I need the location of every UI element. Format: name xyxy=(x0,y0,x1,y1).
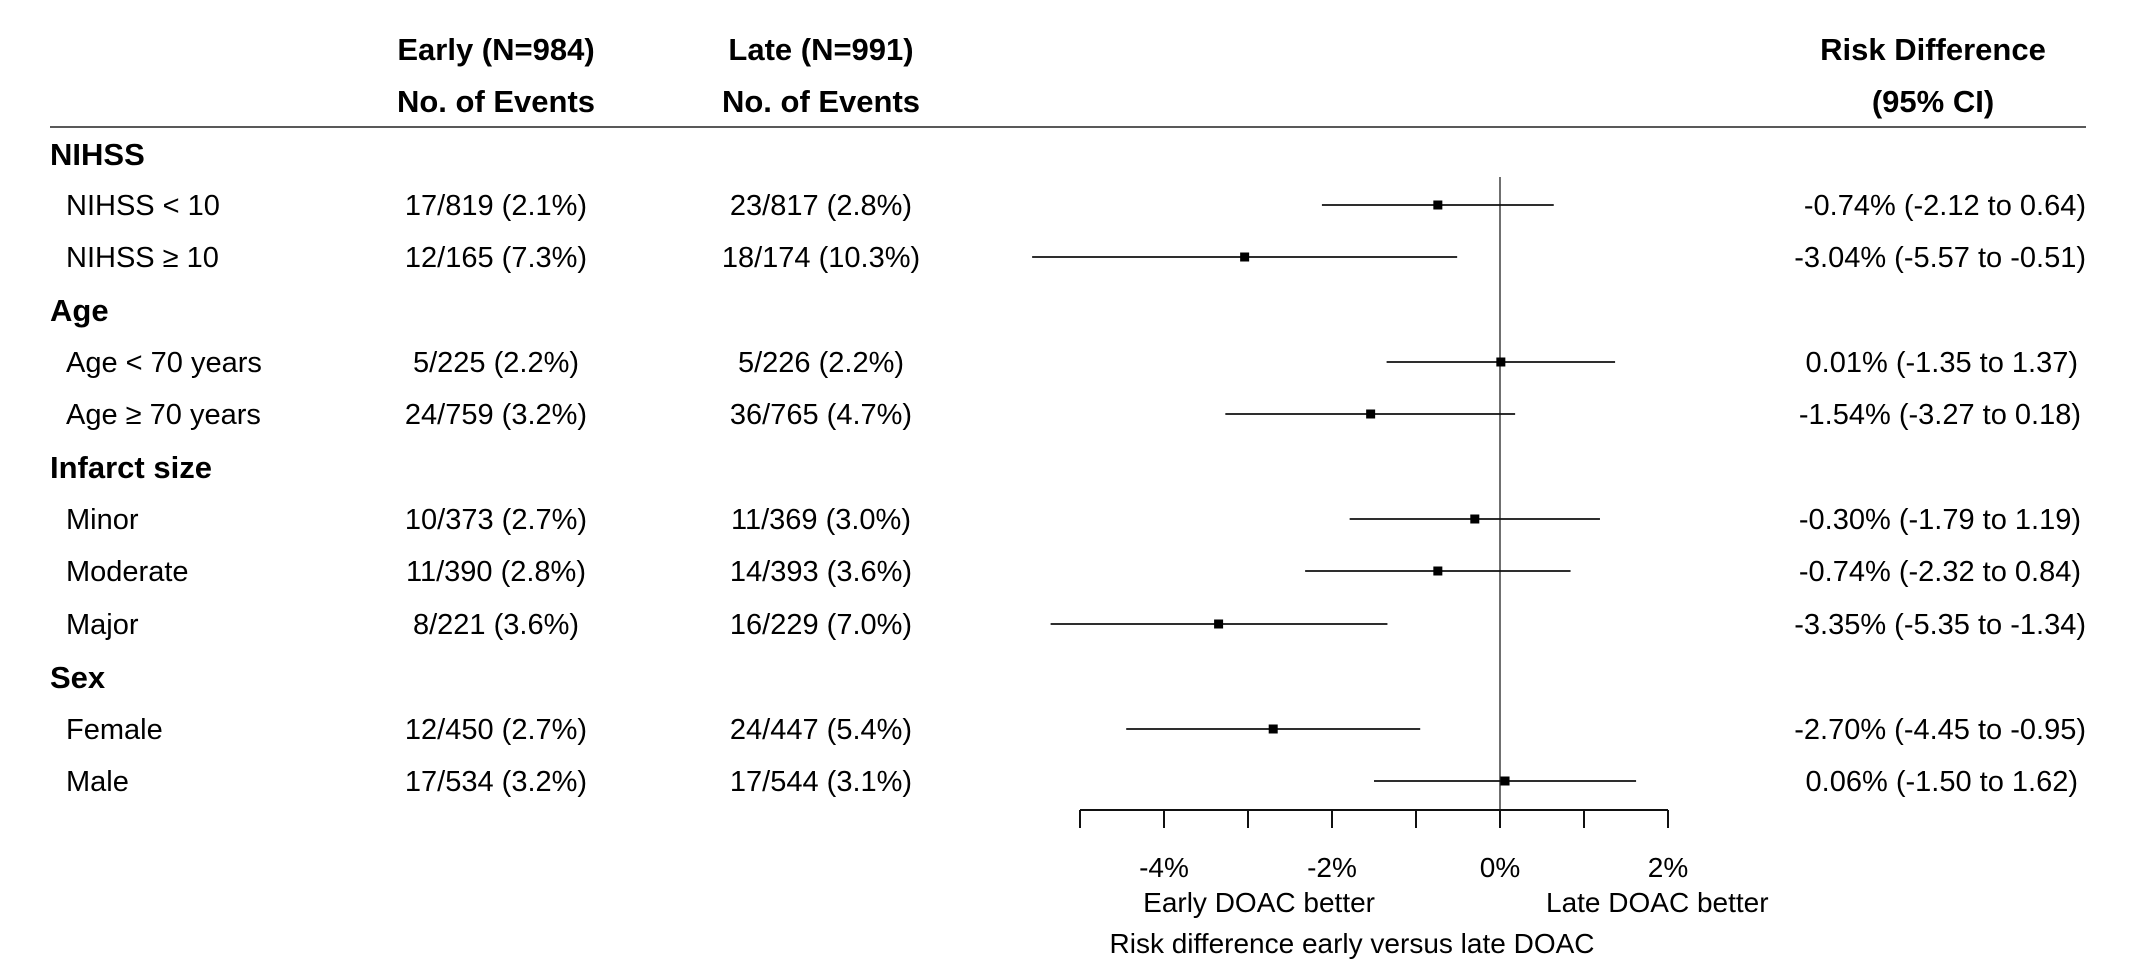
x-tick-label: 0% xyxy=(1480,852,1520,883)
point-estimate xyxy=(1268,724,1278,734)
row-late-events: 11/369 (3.0%) xyxy=(730,504,912,536)
header-ci: (95% CI) xyxy=(1871,84,1995,119)
x-tick-label: -2% xyxy=(1307,852,1357,883)
point-estimate xyxy=(1433,566,1443,576)
group-heading-nihss: NIHSS xyxy=(50,137,145,172)
header-risk-difference: Risk Difference xyxy=(1820,32,2046,67)
row-risk-difference: -0.74% (-2.32 to 0.84) xyxy=(1798,556,2081,588)
row-risk-difference: -3.35% (-5.35 to -1.34) xyxy=(1794,609,2086,641)
group-heading-infarct-size: Infarct size xyxy=(50,450,212,485)
row-label: Minor xyxy=(66,504,139,536)
row-label: Age ≥ 70 years xyxy=(66,399,261,431)
row-early-events: 24/759 (3.2%) xyxy=(404,399,588,431)
row-risk-difference: -0.74% (-2.12 to 0.64) xyxy=(1803,190,2086,222)
row-label: Female xyxy=(66,714,163,746)
row-late-events: 18/174 (10.3%) xyxy=(721,242,921,274)
left-annotation: Early DOAC better xyxy=(1143,887,1375,918)
row-late-events: 14/393 (3.6%) xyxy=(729,556,913,588)
row-early-events: 8/221 (3.6%) xyxy=(412,609,580,641)
x-tick-label: -4% xyxy=(1139,852,1189,883)
x-tick-label: 2% xyxy=(1648,852,1688,883)
row-risk-difference: -0.30% (-1.79 to 1.19) xyxy=(1798,504,2081,536)
row-label: Age < 70 years xyxy=(66,347,262,379)
row-late-events: 5/226 (2.2%) xyxy=(737,347,905,379)
point-estimate xyxy=(1470,514,1480,524)
row-label: Moderate xyxy=(66,556,189,588)
row-risk-difference: -2.70% (-4.45 to -0.95) xyxy=(1794,714,2086,746)
row-risk-difference: -1.54% (-3.27 to 0.18) xyxy=(1798,399,2081,431)
row-label: Major xyxy=(66,609,139,641)
row-early-events: 10/373 (2.7%) xyxy=(404,504,588,536)
group-heading-age: Age xyxy=(50,293,109,328)
point-estimate xyxy=(1433,200,1443,210)
right-annotation: Late DOAC better xyxy=(1546,887,1769,918)
row-late-events: 17/544 (3.1%) xyxy=(729,766,913,798)
header-late-events: No. of Events xyxy=(721,84,921,119)
header-late-n: Late (N=991) xyxy=(728,32,914,67)
point-estimate xyxy=(1214,619,1224,629)
row-late-events: 24/447 (5.4%) xyxy=(729,714,913,746)
row-risk-difference: 0.01% (-1.35 to 1.37) xyxy=(1805,347,2078,379)
header-early-n: Early (N=984) xyxy=(397,32,595,67)
row-early-events: 5/225 (2.2%) xyxy=(412,347,580,379)
point-estimate xyxy=(1496,357,1506,367)
row-risk-difference: 0.06% (-1.50 to 1.62) xyxy=(1805,766,2078,798)
header-early-events: No. of Events xyxy=(396,84,596,119)
row-early-events: 17/534 (3.2%) xyxy=(404,766,588,798)
point-estimate xyxy=(1500,776,1510,786)
row-late-events: 23/817 (2.8%) xyxy=(729,190,913,222)
row-late-events: 16/229 (7.0%) xyxy=(729,609,913,641)
point-estimate xyxy=(1240,252,1250,262)
row-label: Male xyxy=(66,766,129,798)
row-early-events: 17/819 (2.1%) xyxy=(404,190,588,222)
point-estimate xyxy=(1366,409,1376,419)
row-label: NIHSS ≥ 10 xyxy=(66,242,219,274)
row-risk-difference: -3.04% (-5.57 to -0.51) xyxy=(1794,242,2086,274)
row-late-events: 36/765 (4.7%) xyxy=(729,399,913,431)
group-heading-sex: Sex xyxy=(50,660,106,695)
row-early-events: 12/165 (7.3%) xyxy=(404,242,588,274)
row-early-events: 12/450 (2.7%) xyxy=(404,714,588,746)
x-axis-title: Risk difference early versus late DOAC xyxy=(1110,928,1595,959)
row-label: NIHSS < 10 xyxy=(66,190,220,222)
row-early-events: 11/390 (2.8%) xyxy=(405,556,587,588)
